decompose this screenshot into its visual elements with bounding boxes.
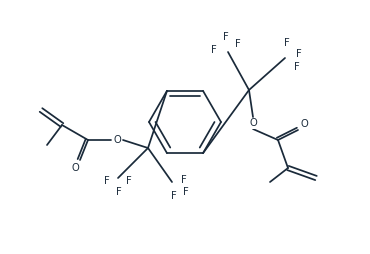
Text: O: O xyxy=(113,135,121,145)
Text: O: O xyxy=(71,163,79,173)
Text: F: F xyxy=(183,187,189,197)
Text: F: F xyxy=(104,176,110,186)
Text: F: F xyxy=(235,39,241,49)
Text: F: F xyxy=(211,45,217,55)
Text: F: F xyxy=(294,62,300,72)
Text: F: F xyxy=(223,32,229,42)
Text: F: F xyxy=(116,187,122,197)
Text: O: O xyxy=(249,118,257,128)
Text: F: F xyxy=(181,175,187,185)
Text: F: F xyxy=(126,176,132,186)
Text: F: F xyxy=(284,38,290,48)
Text: F: F xyxy=(171,191,177,201)
Text: O: O xyxy=(300,119,308,129)
Text: F: F xyxy=(296,49,302,59)
